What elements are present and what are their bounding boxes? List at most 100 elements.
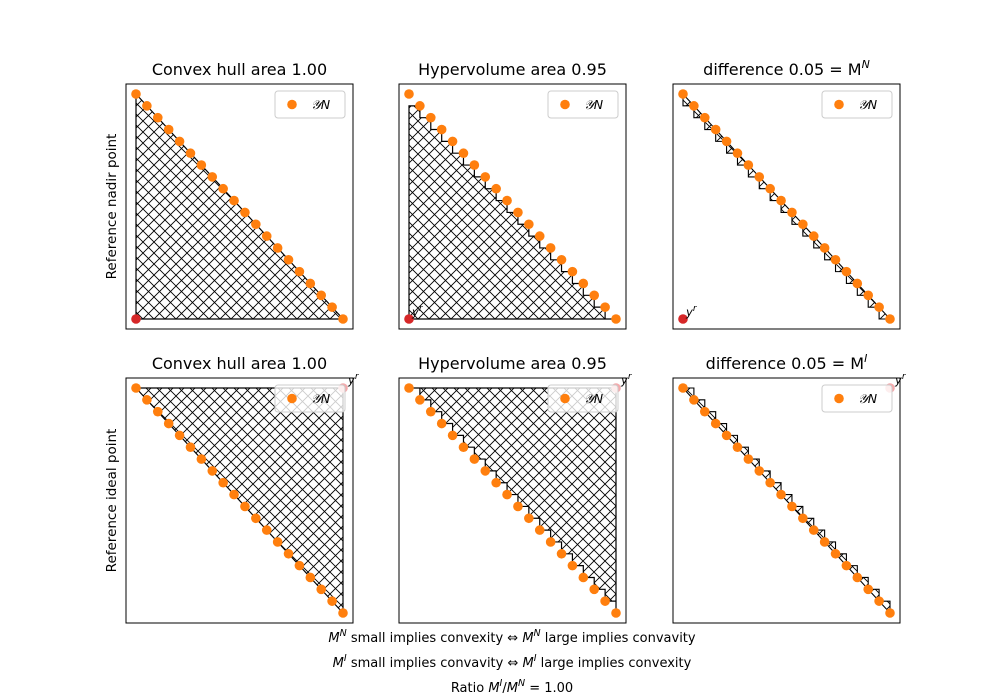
front-point: [545, 537, 556, 547]
front-point: [272, 537, 283, 547]
panels: Convex hull area 1.00 𝒴N Reference nadir p…: [104, 58, 907, 624]
front-point: [678, 89, 688, 99]
front-point: [524, 513, 534, 524]
legend-box: [547, 384, 619, 413]
front-point: [754, 172, 765, 182]
reference-label: yr: [411, 304, 424, 319]
legend-label: 𝒴N: [584, 391, 604, 406]
front-point: [174, 136, 185, 147]
front-point: [131, 383, 141, 393]
front-point: [491, 183, 501, 194]
legend-marker: [560, 99, 570, 110]
front-point: [885, 608, 895, 618]
legend-marker: [287, 393, 297, 404]
legend-box: [274, 384, 346, 413]
front-point: [240, 207, 250, 218]
reference-point: [678, 314, 688, 324]
front-point: [578, 278, 589, 289]
reference-label: yr: [347, 372, 360, 387]
front-point: [765, 183, 775, 194]
front-point: [600, 302, 610, 312]
front-point: [229, 195, 239, 206]
legend-box: [821, 90, 893, 119]
front-point: [196, 454, 207, 464]
front-point: [534, 525, 545, 535]
front-point: [240, 501, 250, 512]
panel-title: Convex hull area 1.00: [152, 60, 327, 79]
front-point: [502, 489, 512, 500]
panel-hull-ideal: Convex hull area 1.00 yr 𝒴N Reference ideal…: [104, 354, 360, 624]
panel-title: difference 0.05 = MI: [706, 352, 868, 373]
front-point: [689, 395, 699, 405]
reference-label: yr: [685, 304, 698, 319]
legend-marker: [287, 99, 297, 110]
front-point: [458, 148, 469, 159]
front-point: [611, 608, 621, 618]
front-point: [294, 560, 305, 571]
panel-difference-nadir: difference 0.05 = MN yr 𝒴N: [672, 58, 901, 330]
front-point: [142, 395, 152, 405]
front-point: [874, 302, 884, 312]
front-point: [229, 489, 239, 500]
front-point: [152, 406, 163, 417]
front-point: [765, 477, 775, 488]
front-point: [798, 513, 808, 524]
front-point: [732, 442, 743, 453]
front-point: [885, 314, 895, 324]
panel-title: Hypervolume area 0.95: [418, 60, 607, 79]
difference-triangle: [747, 458, 760, 473]
front-point: [534, 231, 545, 241]
front-point: [841, 266, 852, 277]
front-point: [207, 172, 218, 182]
front-point: [830, 548, 841, 559]
front-point: [316, 584, 327, 595]
panel-hull-nadir: Convex hull area 1.00 𝒴N Reference nadir p…: [104, 60, 354, 330]
front-point: [787, 501, 797, 512]
front-point: [185, 148, 196, 159]
front-point: [513, 207, 523, 218]
front-point: [776, 489, 786, 500]
difference-triangle: [736, 446, 749, 461]
front-point: [567, 560, 578, 571]
front-point: [458, 442, 469, 453]
front-point: [545, 243, 556, 253]
front-point: [404, 89, 414, 99]
difference-triangle: [824, 246, 837, 261]
panel-difference-ideal: difference 0.05 = MI yr 𝒴N: [672, 352, 907, 624]
difference-triangle: [769, 187, 783, 202]
front-point: [710, 124, 721, 135]
caption-line: Ratio MI​/MN​ = 1.00: [451, 678, 573, 696]
front-point: [447, 136, 458, 147]
front-point: [819, 243, 830, 253]
row-label: Reference ideal point: [104, 429, 120, 573]
difference-triangle: [877, 600, 891, 615]
front-point: [327, 302, 337, 312]
captions: MN​ small implies convexity ⇔ MN​ large …: [328, 628, 696, 696]
front-point: [316, 290, 327, 301]
legend: 𝒴N: [274, 384, 346, 413]
front-point: [841, 560, 852, 571]
front-point: [830, 254, 841, 265]
front-point: [207, 466, 218, 476]
legend-label: 𝒴N: [584, 97, 604, 112]
axes-frame: [398, 83, 627, 330]
front-point: [196, 160, 207, 170]
axes-frame: [125, 83, 354, 330]
legend-marker: [834, 99, 844, 110]
front-point: [513, 501, 523, 512]
front-point: [469, 454, 480, 464]
legend: 𝒴N: [821, 90, 893, 119]
front-point: [556, 254, 567, 265]
panel-hypervolume-ideal: Hypervolume area 0.95 yr 𝒴N: [398, 354, 633, 624]
front-point: [808, 525, 819, 535]
legend-label: 𝒴N: [311, 97, 331, 112]
front-point: [743, 454, 754, 464]
front-point: [863, 290, 874, 301]
front-point: [567, 266, 578, 277]
front-point: [699, 112, 710, 123]
front-point: [415, 395, 425, 405]
caption-line: MI​ small implies convavity ⇔ MI​ large …: [333, 653, 692, 671]
front-point: [218, 183, 228, 194]
difference-triangle: [790, 505, 804, 520]
legend-box: [547, 90, 619, 119]
